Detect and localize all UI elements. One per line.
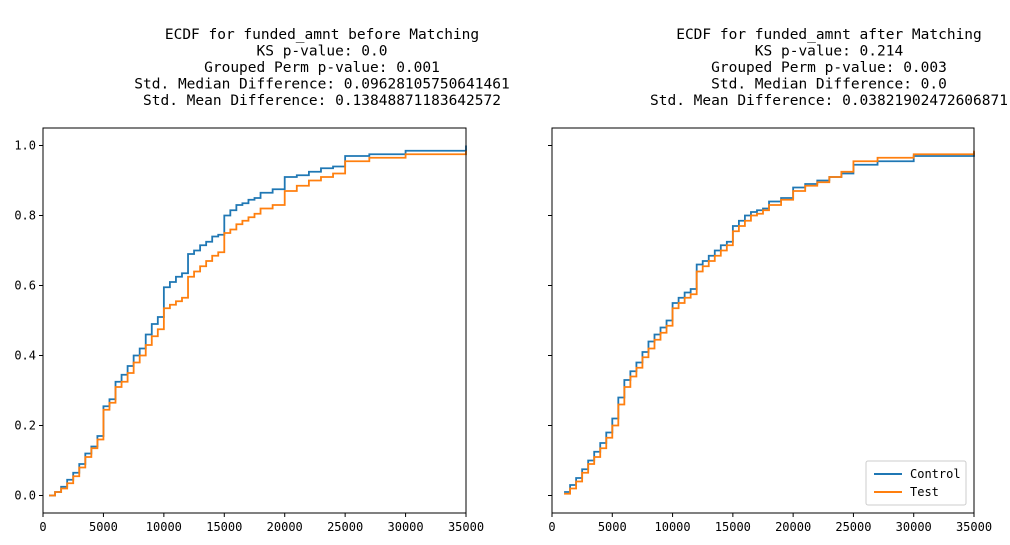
x-tick-label: 30000 <box>388 520 424 534</box>
plot-area <box>49 145 467 497</box>
chart-title-line: Grouped Perm p-value: 0.003 <box>711 60 947 76</box>
chart-title-line: Std. Mean Difference: 0.1384887118364257… <box>143 93 501 109</box>
x-tick-label: 10000 <box>655 520 691 534</box>
ecdf-line-test <box>564 150 975 495</box>
x-tick-label: 25000 <box>327 520 363 534</box>
x-tick-label: 20000 <box>775 520 811 534</box>
chart-title-line: ECDF for funded_amnt after Matching <box>676 27 982 43</box>
axes-frame <box>551 127 975 514</box>
y-tick-label: 0.4 <box>14 349 36 363</box>
chart-title-line: Std. Mean Difference: 0.0382190247260687… <box>650 93 1008 109</box>
plot-area <box>564 150 975 495</box>
y-tick-label: 0.0 <box>14 489 36 503</box>
x-tick-label: 35000 <box>956 520 992 534</box>
ecdf-line-control <box>564 152 975 493</box>
chart-title-line: KS p-value: 0.0 <box>257 44 388 60</box>
x-tick-label: 0 <box>548 520 555 534</box>
axes-frame <box>42 127 467 514</box>
x-tick-label: 5000 <box>598 520 627 534</box>
legend-box <box>865 460 967 506</box>
ecdf-line-series-2 <box>49 150 467 497</box>
y-tick-label: 0.8 <box>14 209 36 223</box>
y-tick-label: 0.2 <box>14 419 36 433</box>
legend-label-control: Control <box>910 467 961 481</box>
y-tick-label: 0.6 <box>14 279 36 293</box>
x-tick-label: 20000 <box>267 520 303 534</box>
x-tick-label: 0 <box>39 520 46 534</box>
chart-title-line: KS p-value: 0.214 <box>755 44 904 60</box>
chart-title-line: Grouped Perm p-value: 0.001 <box>204 60 440 76</box>
x-tick-label: 35000 <box>448 520 484 534</box>
y-tick-label: 1.0 <box>14 139 36 153</box>
x-tick-label: 25000 <box>835 520 871 534</box>
chart-title-line: ECDF for funded_amnt before Matching <box>165 27 479 43</box>
x-tick-label: 15000 <box>715 520 751 534</box>
chart-title-line: Std. Median Difference: 0.09628105750641… <box>134 77 509 93</box>
legend-label-test: Test <box>910 485 939 499</box>
legend: Control Test <box>865 460 967 506</box>
ecdf-line-series-1 <box>49 145 467 497</box>
x-tick-label: 30000 <box>896 520 932 534</box>
x-tick-label: 5000 <box>89 520 118 534</box>
x-tick-label: 15000 <box>206 520 242 534</box>
chart-title-line: Std. Median Difference: 0.0 <box>711 77 947 93</box>
x-tick-label: 10000 <box>146 520 182 534</box>
